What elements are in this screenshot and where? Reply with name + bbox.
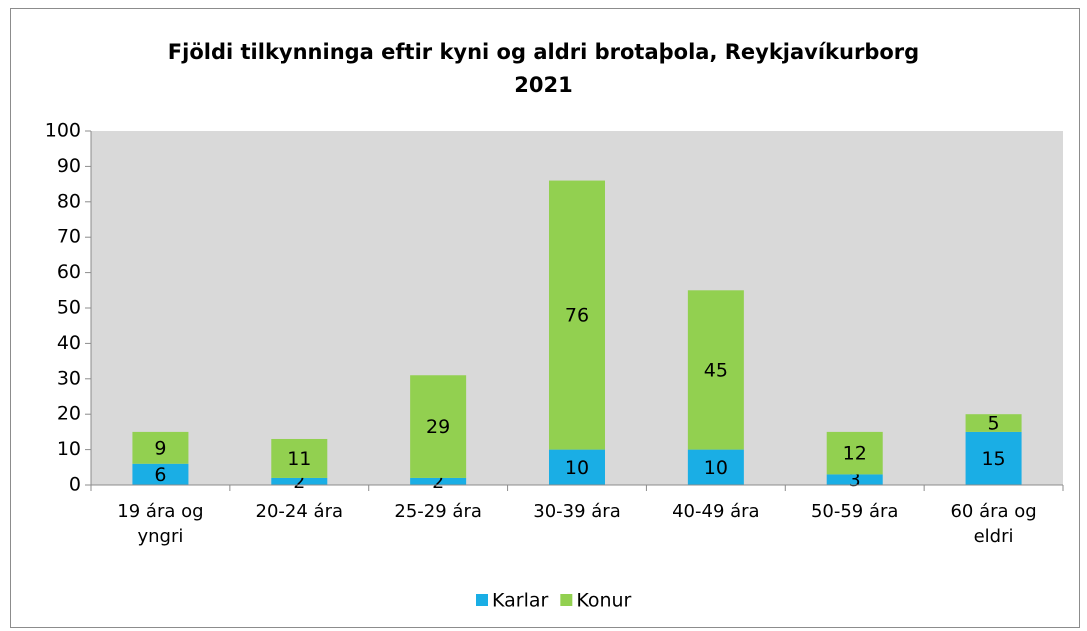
x-tick-label: 19 ára og yngri bbox=[117, 501, 204, 547]
bar-segment bbox=[965, 414, 1022, 432]
bar-segment bbox=[271, 477, 328, 485]
y-tick-label: 70 bbox=[57, 226, 81, 248]
y-tick-label: 20 bbox=[57, 403, 81, 425]
data-label: 15 bbox=[981, 448, 1005, 470]
y-tick-label: 90 bbox=[57, 155, 81, 177]
bar-segment bbox=[271, 438, 328, 478]
data-label: 10 bbox=[565, 457, 589, 479]
bar-segment bbox=[410, 375, 467, 478]
bar-segment bbox=[687, 449, 744, 485]
bar-segment bbox=[965, 431, 1022, 485]
legend-label: Karlar bbox=[492, 590, 549, 612]
bar-segment bbox=[687, 290, 744, 450]
chart-title: Fjöldi tilkynninga eftir kyni og aldri b… bbox=[167, 40, 920, 97]
data-label: 6 bbox=[154, 464, 166, 486]
bar-segment bbox=[132, 431, 189, 464]
legend-swatch bbox=[560, 594, 573, 606]
x-tick-label: 20-24 ára bbox=[255, 501, 344, 522]
data-label: 10 bbox=[704, 457, 728, 479]
data-label: 3 bbox=[849, 469, 861, 491]
data-label: 11 bbox=[287, 448, 311, 470]
data-label: 5 bbox=[988, 413, 1000, 435]
x-tick-label: 40-49 ára bbox=[672, 501, 760, 522]
x-tick-label: 60 ára og eldri bbox=[950, 501, 1037, 547]
y-tick-label: 10 bbox=[57, 438, 81, 460]
x-tick-label: 50-59 ára bbox=[810, 501, 899, 522]
y-tick-label: 0 bbox=[69, 474, 81, 496]
data-label: 29 bbox=[426, 416, 450, 438]
bar-segment bbox=[132, 463, 189, 485]
y-tick-label: 40 bbox=[57, 332, 81, 354]
data-label: 76 bbox=[565, 305, 589, 327]
data-label: 12 bbox=[843, 443, 867, 465]
data-label: 9 bbox=[154, 437, 166, 459]
bar-segment bbox=[826, 474, 883, 485]
bar-segment bbox=[410, 477, 467, 485]
bar-segment bbox=[549, 449, 605, 485]
y-tick-label: 30 bbox=[57, 367, 81, 389]
bar-segment bbox=[549, 180, 605, 450]
data-label: 45 bbox=[704, 359, 728, 381]
bar-segment bbox=[826, 431, 883, 475]
legend-label: Konur bbox=[576, 590, 631, 612]
y-tick-label: 80 bbox=[57, 190, 81, 212]
x-tick-label: 25-29 ára bbox=[394, 501, 482, 522]
chart-frame bbox=[10, 8, 1080, 628]
legend-swatch bbox=[476, 594, 488, 606]
y-tick-label: 100 bbox=[45, 120, 81, 142]
y-tick-label: 50 bbox=[57, 297, 81, 319]
y-tick-label: 60 bbox=[57, 261, 81, 283]
x-tick-label: 30-39 ára bbox=[533, 501, 621, 522]
